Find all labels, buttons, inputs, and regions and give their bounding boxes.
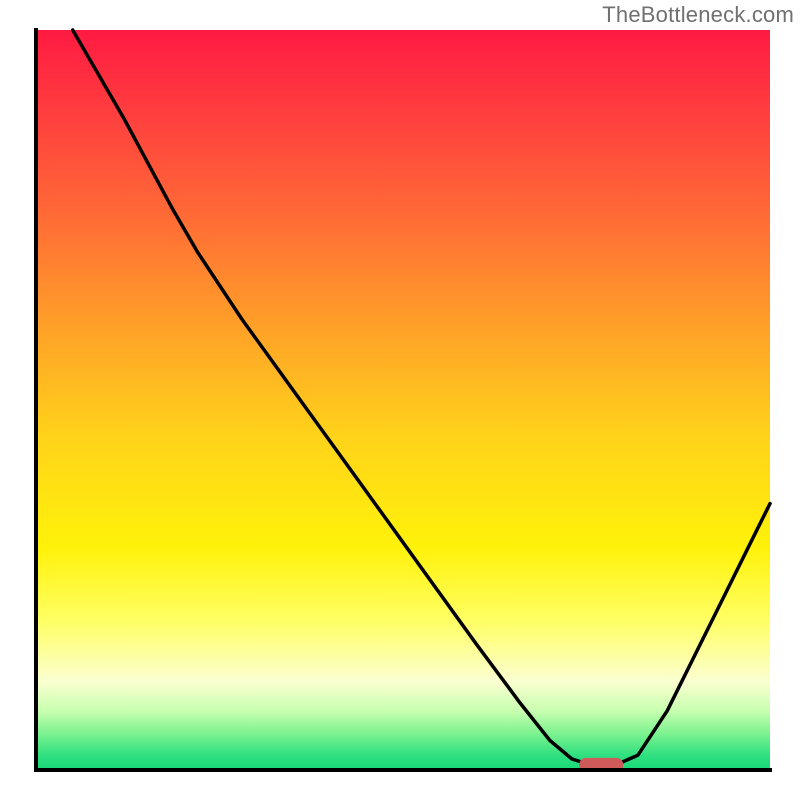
bottleneck-chart bbox=[0, 0, 800, 800]
watermark-text: TheBottleneck.com bbox=[602, 2, 794, 28]
